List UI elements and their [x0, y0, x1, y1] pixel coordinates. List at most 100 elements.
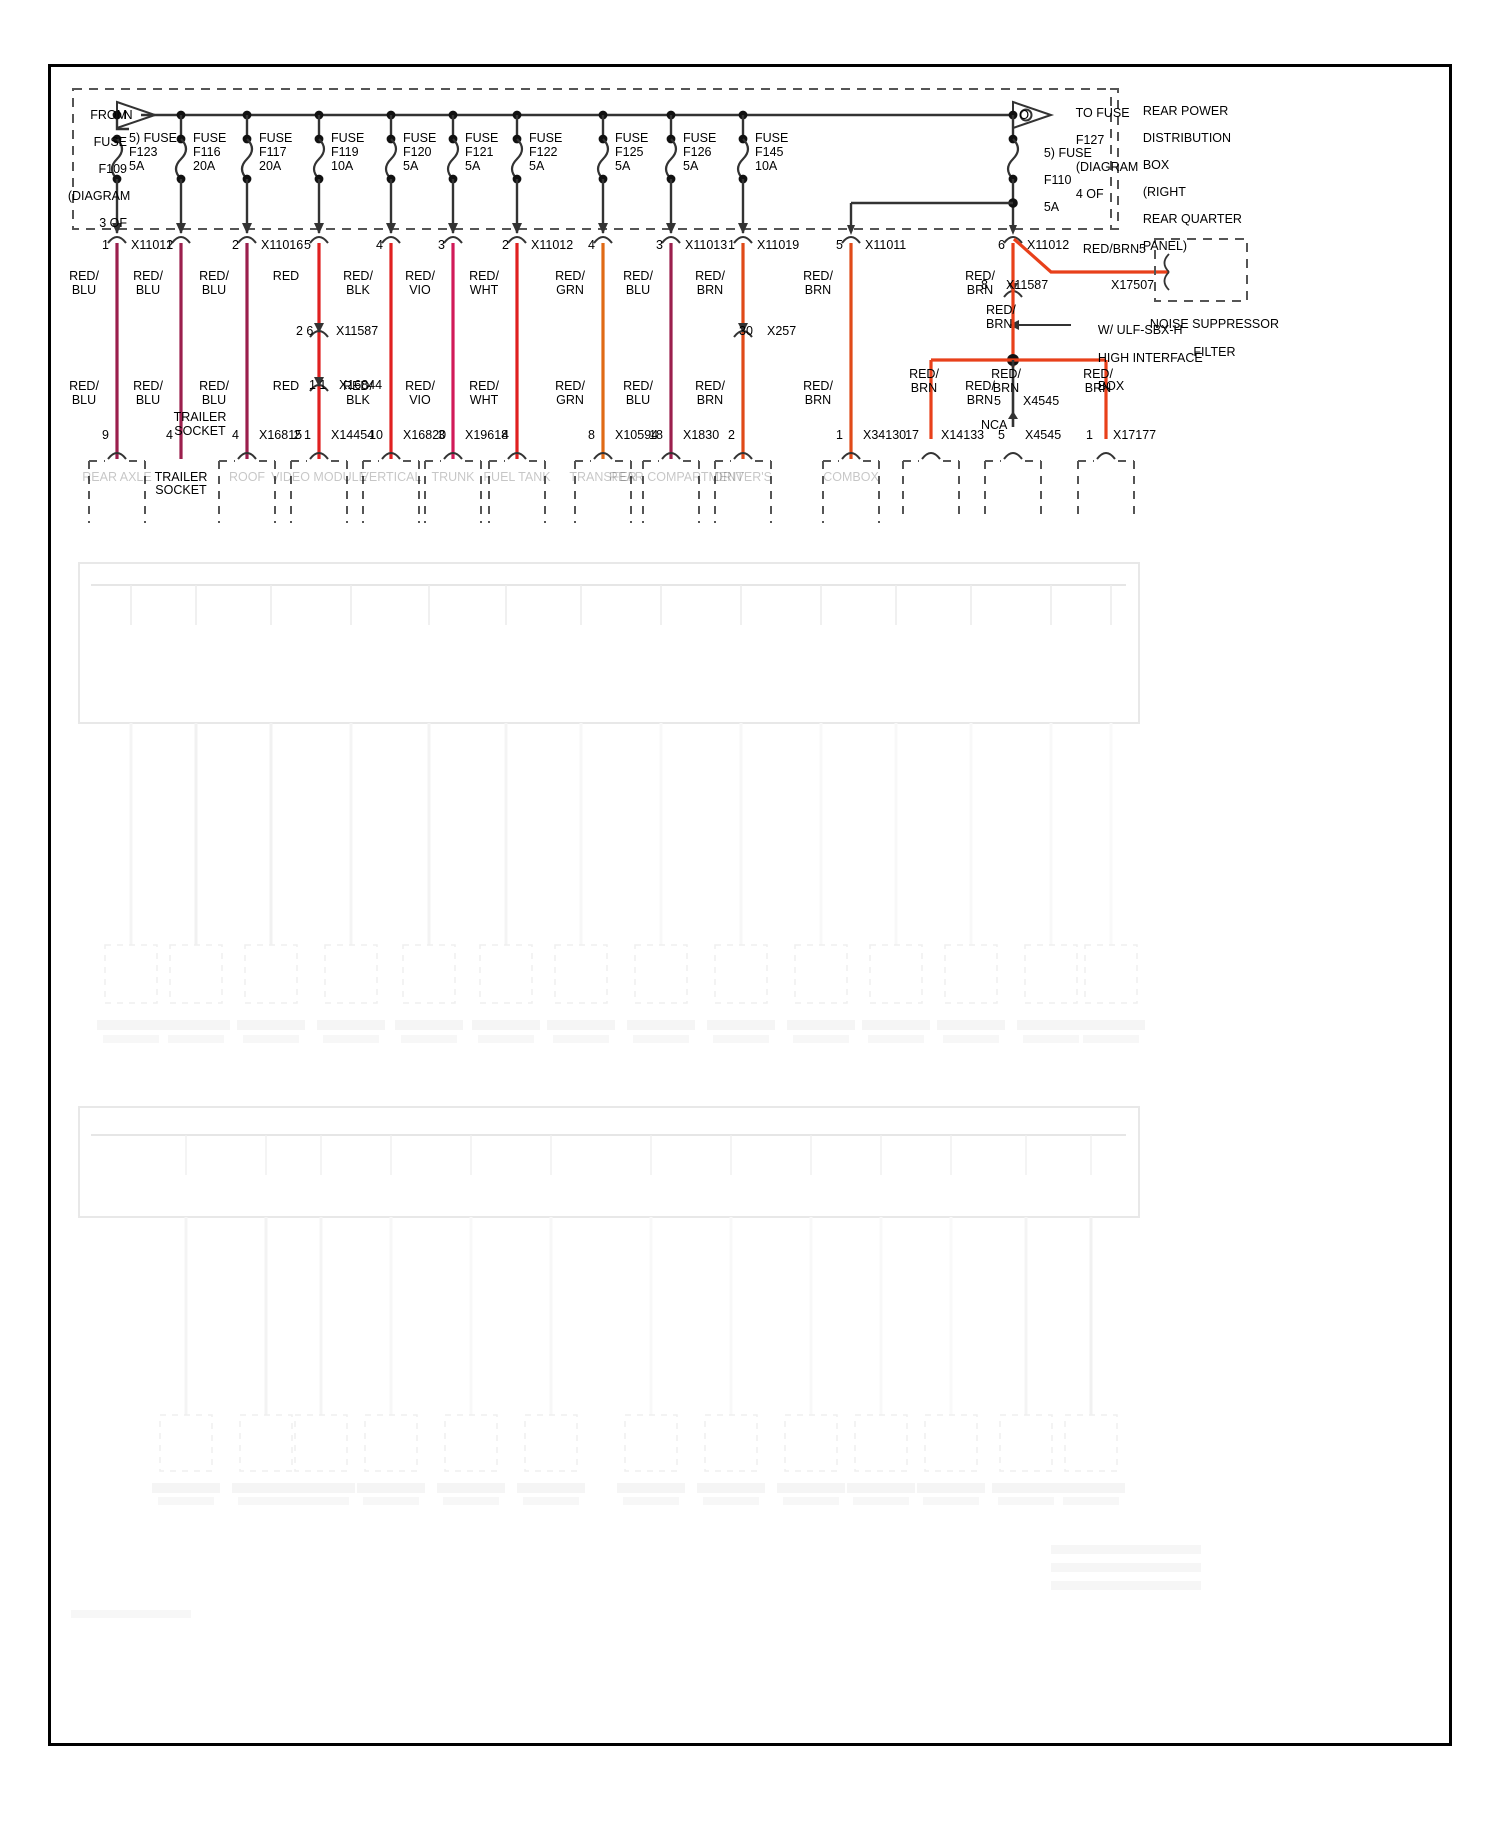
comp-pin-10: 1: [836, 428, 843, 442]
component-name-1: TRAILER SOCKET: [154, 470, 208, 497]
out-pin-0: 1: [102, 238, 109, 252]
out-pin-5: 3: [438, 238, 445, 252]
ulf-interface-note: W/ ULF-SBX-H HIGH INTERFACE BOX: [1097, 323, 1203, 393]
fuse-F123-label: 5) FUSE F123 5A: [129, 131, 177, 173]
x11587-inline-pins: 2 6: [296, 324, 314, 338]
wire-color-bottom-2: RED/BLU: [199, 379, 229, 407]
rear-power-distribution-box-outline: [72, 88, 1119, 230]
out-connector-10: X11011: [865, 238, 907, 252]
comp-pin-0: 9: [102, 428, 109, 442]
wire-color-bottom-3: RED: [272, 379, 300, 393]
source-drop-leg: [115, 115, 129, 131]
out-pin-4: 4: [376, 238, 383, 252]
rear-power-distribution-box-title: REAR POWER DISTRIBUTION BOX (RIGHT REAR …: [1142, 103, 1242, 253]
comp-pin-2: 4: [232, 428, 239, 442]
wire-color-top-8: RED/BLU: [623, 269, 653, 297]
out-connector-8: X11013: [685, 238, 728, 252]
connector-row: [107, 236, 1023, 244]
fuse-F125-label: FUSE F125 5A: [615, 131, 649, 173]
split-mid-connector: X4545: [1023, 394, 1060, 408]
wire-color-top-4: RED/BLK: [343, 269, 373, 297]
to-fuse-marker-circle: [1019, 108, 1033, 122]
comp-connector-8: X1830: [683, 428, 720, 442]
comp-connector-10: X34130: [863, 428, 907, 442]
out-pin-7: 4: [588, 238, 595, 252]
fuse-F117-label: FUSE F117 20A: [259, 131, 293, 173]
f110-three-way-split: [929, 297, 1108, 439]
x257-inline-id: X257: [767, 324, 797, 338]
out-connector-2: X11016: [261, 238, 304, 252]
comp-connector-3: X14454: [331, 428, 375, 442]
trailer-socket-label: TRAILER SOCKET: [173, 410, 227, 438]
to-fuse-label: TO FUSE F127 (DIAGRAM 4 OF: [1075, 105, 1139, 201]
comp-connector-5: X19618: [465, 428, 509, 442]
split-left-pin: 17: [905, 428, 919, 442]
x257-inline-pins: 30: [739, 324, 753, 338]
component-name-5: TRUNK: [431, 470, 475, 484]
dest-marker-letter: O: [1018, 107, 1030, 122]
noise-filter-name: NOISE SUPPRESSOR FILTER: [1149, 317, 1280, 359]
fuse-F145-label: FUSE F145 10A: [755, 131, 789, 173]
comp-pin-7: 8: [588, 428, 595, 442]
wire-color-bottom-8: RED/BLU: [623, 379, 653, 407]
comp-pin-9: 2: [728, 428, 735, 442]
component-name-10: COMBOX: [823, 470, 879, 484]
comp-pin-3: 2 1: [293, 428, 311, 442]
component-name-2: ROOF: [228, 470, 266, 484]
from-fuse-label: FROM FUSE F109 (DIAGRAM 3 OF: [67, 107, 131, 230]
comp-connector-4: X16820: [403, 428, 447, 442]
component-name-7: TRANSFER: [569, 470, 637, 484]
ulf-wire-label: RED/BRN: [986, 303, 1016, 331]
out-connector-9: X11019: [757, 238, 800, 252]
split-right-wire: RED/ BRN: [1083, 367, 1113, 395]
component-name-9: DRIVER'S: [714, 470, 772, 484]
wire-color-top-1: RED/BLU: [133, 269, 163, 297]
wire-color-bottom-4: RED/BLK: [343, 379, 373, 407]
ulf-note-arrow: [1009, 320, 1071, 330]
wire-color-bottom-11: RED/BRN: [965, 379, 995, 407]
noise-filter-pin: 5: [1139, 242, 1146, 256]
comp-connector-2: X16815: [259, 428, 303, 442]
out-pin-8: 3: [656, 238, 663, 252]
wire-color-top-10: RED/BRN: [803, 269, 833, 297]
split-mid-pin: 5: [994, 394, 1001, 408]
source-marker-letter: N: [123, 107, 133, 122]
wire-color-bottom-6: RED/WHT: [469, 379, 499, 407]
component-name-3: VIDEO MODULE: [271, 470, 367, 484]
comp-pin-4: 10: [369, 428, 383, 442]
fuse-F126-label: FUSE F126 5A: [683, 131, 717, 173]
component-name-4: VERTICAL: [360, 470, 422, 484]
wire-color-bottom-0: RED/BLU: [69, 379, 99, 407]
x11587-connector-id: X11587: [1006, 278, 1049, 292]
split-left-wire: RED/ BRN: [909, 367, 939, 395]
comp-connector-11: X4545: [1025, 428, 1062, 442]
fuse-F121-label: FUSE F121 5A: [465, 131, 499, 173]
fuse-F122-label: FUSE F122 5A: [529, 131, 563, 173]
fuse-F119-label: FUSE F119 10A: [331, 131, 365, 173]
component-name-0: REAR AXLE: [82, 470, 152, 484]
wire-color-bottom-10: RED/BRN: [803, 379, 833, 407]
wire-color-top-9: RED/BRN: [695, 269, 725, 297]
out-connector-0: X11012: [131, 238, 174, 252]
component-name-8: REAR COMPARTMENT: [609, 470, 744, 484]
wire-color-bottom-1: RED/BLU: [133, 379, 163, 407]
nca-label: NCA: [981, 418, 1008, 432]
component-name-6: FUEL TANK: [483, 470, 551, 484]
out-pin-6: 2: [502, 238, 509, 252]
noise-suppressor-branch: [1012, 237, 1248, 302]
comp-pin-5: 3: [438, 428, 445, 442]
out-pin-11: 6: [998, 238, 1005, 252]
out-connector-6: X11012: [531, 238, 574, 252]
x11587-pin-8: 8: [981, 278, 988, 292]
fuse-F120-label: FUSE F120 5A: [403, 131, 437, 173]
wire-color-top-2: RED/BLU: [199, 269, 229, 297]
comp-pin-11: 5: [998, 428, 1005, 442]
comp-connector-7: X10594: [615, 428, 659, 442]
comp-pin-1: 4: [166, 428, 173, 442]
out-pin-9: 1: [728, 238, 735, 252]
diagram-sheet: 5) FUSE F123 5A 1 X11012 RED/BLU RED/BLU 9 FUSE F…: [48, 64, 1452, 1746]
wire-color-bottom-9: RED/BRN: [695, 379, 725, 407]
comp-pin-8: 18: [649, 428, 663, 442]
fuse-F116-label: FUSE F116 20A: [193, 131, 227, 173]
